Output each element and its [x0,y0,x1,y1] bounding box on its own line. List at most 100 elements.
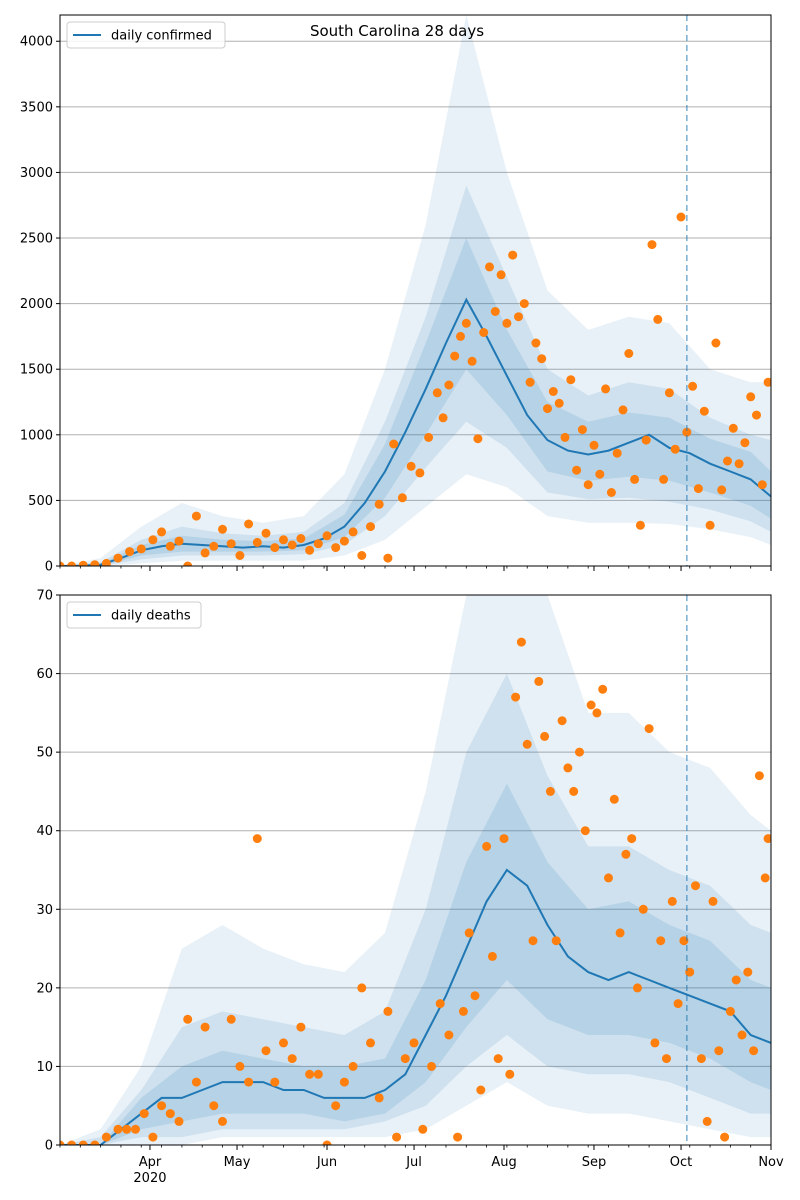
confirmed-observed-point [601,384,611,394]
confirmed-observed-point [612,448,622,458]
deaths-observed-point [60,1140,65,1145]
confirmed-observed-point [78,560,88,566]
confirmed-observed-point [670,444,680,454]
confirmed-observed-point [348,527,358,537]
deaths-observed-point [418,1124,428,1134]
confirmed-observed-point [746,392,756,402]
deaths-observed-point [139,1109,149,1119]
deaths-y-tick-label: 60 [36,667,53,682]
deaths-observed-point [357,983,367,993]
deaths-observed-point [737,1030,747,1040]
confirmed-observed-point [531,338,541,348]
deaths-observed-point [609,794,619,804]
x-year-label: 2020 [133,1171,166,1186]
confirmed-observed-point [148,535,158,545]
confirmed-observed-point [525,377,535,387]
deaths-observed-point [499,834,509,844]
confirmed-uncertainty-band-1 [60,15,771,566]
deaths-observed-point [569,786,579,796]
deaths-observed-point [383,1006,393,1016]
confirmed-observed-point [235,551,245,560]
deaths-observed-point [528,936,538,946]
confirmed-observed-point [374,499,384,509]
deaths-observed-point [505,1069,515,1079]
confirmed-observed-point [693,484,703,494]
confirmed-observed-point [200,548,210,558]
confirmed-observed-point [467,356,477,366]
confirmed-observed-point [296,534,306,543]
deaths-observed-point [638,904,648,914]
deaths-observed-point [580,826,590,836]
confirmed-uncertainty-band-2 [60,185,771,566]
deaths-y-tick-label: 50 [36,746,53,761]
x-tick-label: Nov [758,1155,784,1170]
deaths-observed-point [493,1054,503,1064]
confirmed-observed-point [191,511,201,521]
confirmed-observed-point [450,351,460,361]
deaths-observed-point [633,983,642,993]
deaths-observed-point [604,873,613,883]
confirmed-observed-point [682,427,692,437]
confirmed-legend: daily confirmed [66,21,226,49]
deaths-observed-point [673,999,683,1009]
confirmed-observed-point [270,543,280,553]
deaths-observed-point [313,1069,323,1079]
deaths-observed-point [331,1101,341,1111]
x-tick-label: Aug [491,1155,516,1170]
confirmed-observed-point [583,480,593,490]
deaths-observed-point [586,700,596,710]
confirmed-observed-point [560,432,570,442]
confirmed-observed-point [566,375,576,385]
confirmed-observed-point [635,520,645,530]
confirmed-observed-point [357,551,367,560]
confirmed-observed-point [389,439,399,449]
deaths-observed-point [760,873,770,883]
confirmed-observed-point [438,413,448,423]
deaths-observed-point [557,716,567,726]
confirmed-legend-box [66,21,226,49]
confirmed-observed-point [508,250,518,260]
confirmed-observed-point [226,539,236,549]
deaths-observed-point [763,834,771,844]
deaths-uncertainty-band-3 [60,783,771,1145]
confirmed-y-tick-label: 1500 [20,363,53,378]
confirmed-observed-point [728,423,738,433]
confirmed-observed-point [548,387,558,396]
confirmed-observed-point [67,561,77,566]
chart-title: South Carolina 28 days [310,22,484,40]
confirmed-observed-point [174,536,184,546]
confirmed-observed-point [101,558,111,566]
deaths-observed-point [615,928,625,938]
deaths-observed-point [482,841,492,851]
deaths-observed-point [131,1124,140,1134]
deaths-y-tick-label: 70 [36,589,53,604]
deaths-observed-point [702,1116,712,1126]
confirmed-observed-point [647,240,657,250]
deaths-observed-point [348,1061,358,1071]
confirmed-observed-point [659,474,669,484]
deaths-observed-point [551,936,561,946]
confirmed-observed-point [711,338,721,348]
deaths-observed-point [183,1014,193,1024]
confirmed-legend-label: daily confirmed [111,29,212,44]
deaths-observed-point [244,1077,254,1087]
confirmed-observed-point [699,406,709,416]
deaths-observed-point [270,1077,280,1087]
deaths-observed-point [261,1046,271,1056]
deaths-observed-point [476,1085,486,1095]
confirmed-observed-point [763,377,771,387]
confirmed-observed-point [664,388,674,398]
deaths-observed-point [226,1014,236,1024]
deaths-observed-point [522,739,532,749]
deaths-observed-point [374,1093,384,1103]
deaths-y-tick-label: 20 [36,981,53,996]
deaths-observed-point [725,1006,735,1016]
confirmed-observed-point [606,488,616,497]
confirmed-observed-point [331,543,341,553]
confirmed-observed-point [60,561,65,566]
deaths-observed-point [235,1061,245,1071]
deaths-y-tick-label: 10 [36,1060,53,1075]
confirmed-observed-point [456,331,465,341]
deaths-observed-point [458,1006,468,1016]
deaths-observed-point [540,731,550,741]
